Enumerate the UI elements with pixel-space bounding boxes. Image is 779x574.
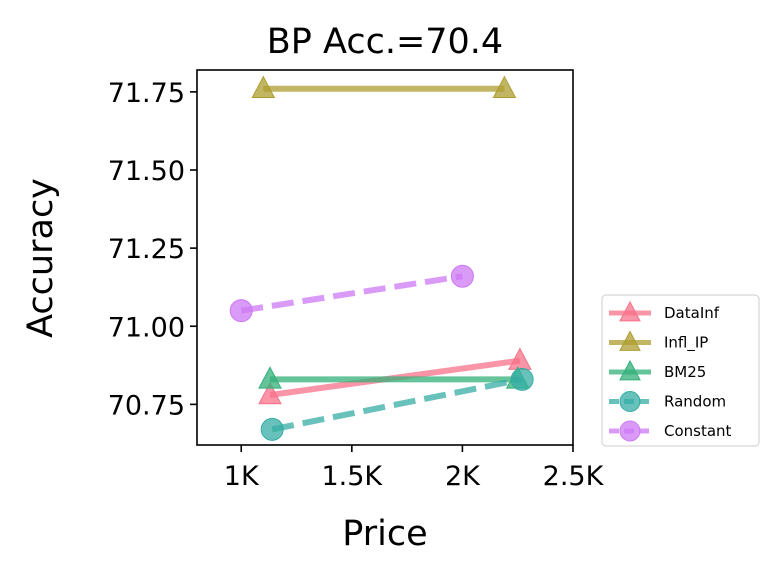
legend-marker bbox=[619, 359, 641, 381]
data-point-random bbox=[260, 417, 284, 441]
series-infl-ip bbox=[251, 75, 517, 98]
x-tick-label: 2K bbox=[445, 461, 481, 492]
series-constant bbox=[229, 264, 474, 323]
series-line-random bbox=[271, 376, 523, 433]
legend-marker bbox=[619, 391, 641, 412]
series-line-constant bbox=[240, 273, 463, 314]
legend-label: Random bbox=[664, 393, 726, 411]
y-tick-label: 70.75 bbox=[108, 390, 185, 421]
y-axis-title: Accuracy bbox=[21, 178, 61, 338]
legend-entry-datainf: DataInf bbox=[609, 300, 720, 322]
y-tick-label: 71.50 bbox=[108, 156, 185, 187]
y-tick-label: 71.25 bbox=[108, 234, 185, 265]
chart-title: BP Acc.=70.4 bbox=[267, 22, 503, 62]
legend-frame bbox=[601, 294, 760, 447]
series-layer bbox=[229, 75, 534, 441]
legend-label: DataInf bbox=[664, 304, 720, 322]
y-tick-label: 71.00 bbox=[108, 312, 185, 343]
series-random bbox=[260, 367, 534, 441]
data-point-infl-ip bbox=[251, 75, 276, 98]
legend-entry-bm25: BM25 bbox=[609, 359, 706, 381]
legend: DataInf Infl_IP BM25 Random Constant bbox=[601, 294, 760, 447]
x-axis: 1K 1.5K 2K 2.5K bbox=[224, 445, 605, 492]
legend-entry-constant: Constant bbox=[609, 420, 732, 442]
legend-entry-random: Random bbox=[609, 391, 726, 412]
x-tick-label: 2.5K bbox=[543, 461, 605, 492]
legend-label: BM25 bbox=[664, 363, 706, 381]
legend-marker bbox=[619, 420, 641, 442]
x-tick-label: 1K bbox=[224, 461, 260, 492]
data-point-constant bbox=[229, 299, 253, 323]
plot-frame bbox=[196, 69, 574, 446]
y-tick-label: 71.75 bbox=[108, 78, 185, 109]
x-axis-title: Price bbox=[342, 514, 427, 554]
data-point-datainf bbox=[258, 381, 282, 405]
data-point-constant bbox=[450, 264, 474, 288]
legend-entry-infl-ip: Infl_IP bbox=[609, 330, 708, 353]
x-tick-label: 1.5K bbox=[321, 461, 383, 492]
data-point-infl-ip bbox=[492, 75, 517, 98]
y-axis: 70.75 71.00 71.25 71.50 71.75 bbox=[108, 78, 197, 421]
legend-label: Constant bbox=[664, 422, 732, 440]
legend-marker bbox=[619, 330, 641, 351]
legend-label: Infl_IP bbox=[664, 334, 708, 353]
data-point-random bbox=[510, 367, 534, 391]
series-datainf bbox=[258, 347, 532, 405]
legend-marker bbox=[619, 300, 641, 322]
data-point-bm25 bbox=[258, 366, 282, 389]
